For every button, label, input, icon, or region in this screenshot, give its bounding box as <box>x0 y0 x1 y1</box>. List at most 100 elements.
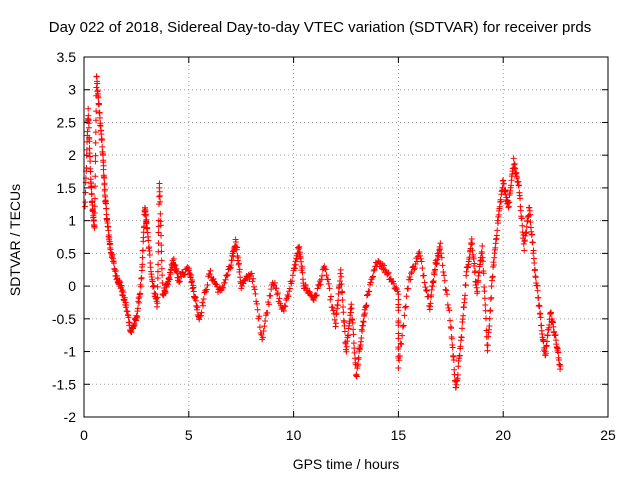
data-point <box>197 313 204 320</box>
data-point <box>411 266 418 273</box>
data-point <box>91 195 98 202</box>
x-tick-label: 15 <box>391 427 407 443</box>
data-point <box>449 344 456 351</box>
data-point <box>240 280 247 287</box>
data-point <box>328 293 335 300</box>
y-tick-label: -1.5 <box>52 376 76 392</box>
data-point <box>158 248 165 255</box>
data-point <box>557 362 564 369</box>
data-point <box>224 271 231 278</box>
data-point <box>355 354 362 361</box>
data-point <box>508 182 515 189</box>
data-point <box>385 269 392 276</box>
x-tick-label: 20 <box>495 427 511 443</box>
data-point <box>363 292 370 299</box>
data-point <box>544 332 551 339</box>
data-point <box>402 304 409 311</box>
data-point <box>420 272 427 279</box>
data-point <box>480 270 487 277</box>
data-point <box>457 343 464 350</box>
data-point <box>252 290 259 297</box>
data-point <box>506 199 513 206</box>
data-point <box>265 301 272 308</box>
data-point <box>166 276 173 283</box>
data-point <box>418 258 425 265</box>
data-point <box>261 323 268 330</box>
data-point <box>335 290 342 297</box>
data-point <box>96 109 103 116</box>
data-point <box>264 309 271 316</box>
data-point <box>176 278 183 285</box>
data-point <box>313 292 320 299</box>
data-point <box>316 278 323 285</box>
data-point <box>192 297 199 304</box>
data-point <box>340 309 347 316</box>
y-tick-label: -2 <box>64 409 77 425</box>
data-point <box>530 247 537 254</box>
data-point <box>84 128 91 135</box>
data-point <box>196 316 203 323</box>
data-point <box>88 191 95 198</box>
data-point <box>91 224 98 231</box>
data-point <box>497 198 504 205</box>
data-point <box>548 310 555 317</box>
data-point <box>390 280 397 287</box>
data-point <box>126 319 133 326</box>
data-point <box>249 278 256 285</box>
data-point <box>319 272 326 279</box>
data-point <box>454 371 461 378</box>
data-point <box>448 325 455 332</box>
tick-labels: -2 -1.5 -1 -0.5 0 0.5 1 1.5 2 2.5 3 3.5 0 5 10 15 20 25 <box>52 49 616 443</box>
data-point <box>137 283 144 290</box>
data-point <box>137 290 144 297</box>
data-point <box>235 254 242 261</box>
data-point <box>286 285 293 292</box>
data-point <box>364 291 371 298</box>
data-point <box>121 294 128 301</box>
data-point <box>459 325 466 332</box>
data-point <box>156 192 163 199</box>
data-point <box>470 255 477 262</box>
data-point <box>531 260 538 267</box>
data-point <box>444 291 451 298</box>
data-point <box>154 268 161 275</box>
data-point <box>438 250 445 257</box>
data-point <box>363 302 370 309</box>
data-point <box>490 261 497 268</box>
data-point <box>118 282 125 289</box>
data-point <box>98 137 105 144</box>
data-point <box>397 340 404 347</box>
data-point <box>217 287 224 294</box>
data-point <box>362 310 369 317</box>
x-axis-label: GPS time / hours <box>292 456 400 472</box>
data-point <box>381 262 388 269</box>
data-point <box>342 340 349 347</box>
data-point <box>520 240 527 247</box>
data-point <box>326 285 333 292</box>
data-point <box>318 276 325 283</box>
data-point <box>92 173 99 180</box>
data-point <box>100 152 107 159</box>
data-point <box>337 278 344 285</box>
data-point <box>488 283 495 290</box>
data-point <box>416 249 423 256</box>
data-point <box>395 307 402 314</box>
data-point <box>474 288 481 295</box>
data-point <box>241 277 248 284</box>
data-point <box>280 307 287 314</box>
data-point <box>282 303 289 310</box>
data-point <box>221 279 228 286</box>
data-point <box>396 357 403 364</box>
data-point <box>304 285 311 292</box>
data-point <box>519 222 526 229</box>
data-point <box>484 342 491 349</box>
data-point <box>367 279 374 286</box>
data-point <box>110 260 117 267</box>
data-point <box>125 314 132 321</box>
data-point <box>285 293 292 300</box>
data-point <box>123 302 130 309</box>
data-point <box>220 284 227 291</box>
data-point <box>96 114 103 121</box>
data-point <box>552 331 559 338</box>
data-point <box>156 180 163 187</box>
